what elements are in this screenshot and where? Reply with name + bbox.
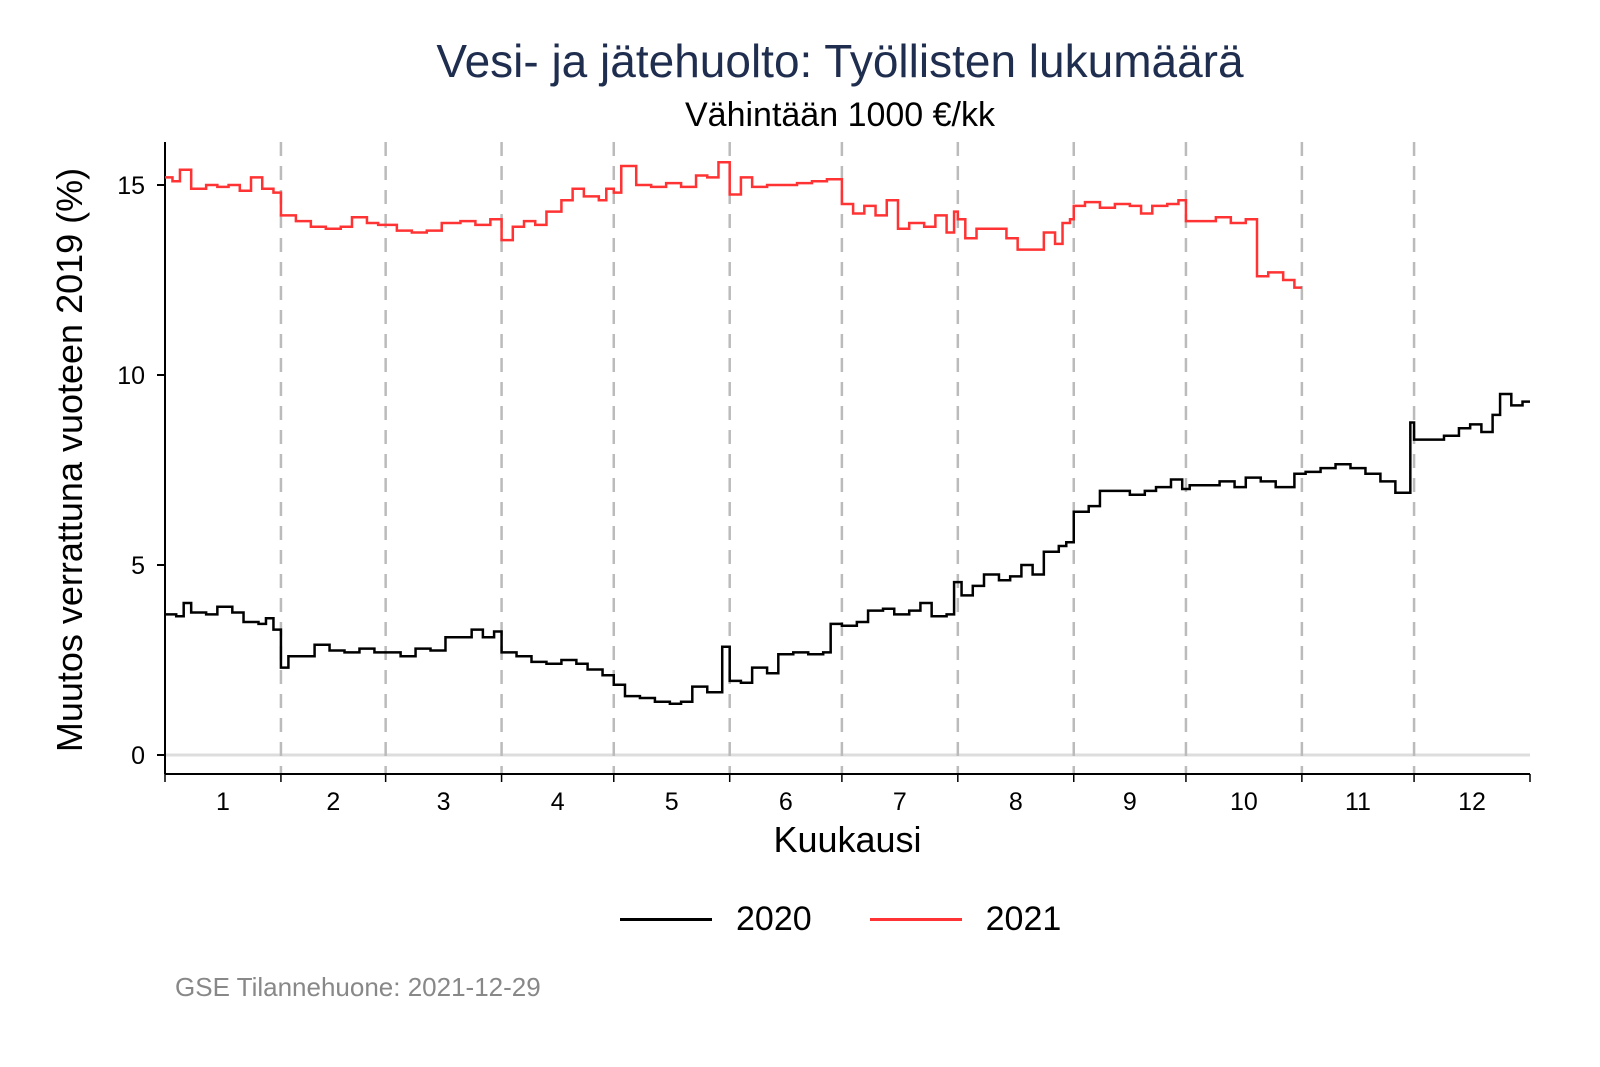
y-tick-label: 5: [131, 552, 145, 580]
legend: 2020 2021: [620, 900, 1119, 939]
legend-swatch-2020: [620, 918, 712, 921]
legend-label-2020: 2020: [736, 900, 812, 938]
x-tick-label: 3: [437, 788, 451, 816]
source-note: GSE Tilannehuone: 2021-12-29: [175, 972, 541, 1002]
series-line-2021: [165, 160, 1302, 289]
legend-swatch-2021: [869, 918, 962, 921]
x-tick-label: 2: [326, 788, 340, 816]
x-tick-label: 5: [665, 788, 679, 816]
x-tick-label: 9: [1123, 788, 1137, 816]
x-tick-label: 8: [1009, 788, 1023, 816]
x-tick-label: 4: [551, 788, 565, 816]
y-tick-label: 0: [131, 742, 145, 770]
legend-item-2021: 2021: [869, 900, 1062, 939]
y-tick-label: 15: [117, 172, 145, 200]
y-tick-label: 10: [117, 362, 145, 390]
legend-item-2020: 2020: [620, 900, 812, 939]
x-tick-label: 12: [1458, 788, 1486, 816]
chart-subtitle: Vähintään 1000 €/kk: [684, 96, 996, 134]
legend-label-2021: 2021: [985, 900, 1062, 938]
x-axis-label: Kuukausi: [773, 819, 921, 860]
x-tick-label: 7: [893, 788, 907, 816]
series-line-2020: [165, 392, 1530, 705]
x-tick-label: 11: [1345, 788, 1371, 816]
x-tick-label: 10: [1230, 788, 1258, 816]
x-tick-label: 6: [779, 788, 793, 816]
y-axis-label: Muutos verrattuna vuoteen 2019 (%): [49, 168, 90, 752]
x-tick-label: 1: [216, 788, 230, 816]
chart-title: Vesi- ja jätehuolto: Työllisten lukumäär…: [436, 35, 1244, 87]
